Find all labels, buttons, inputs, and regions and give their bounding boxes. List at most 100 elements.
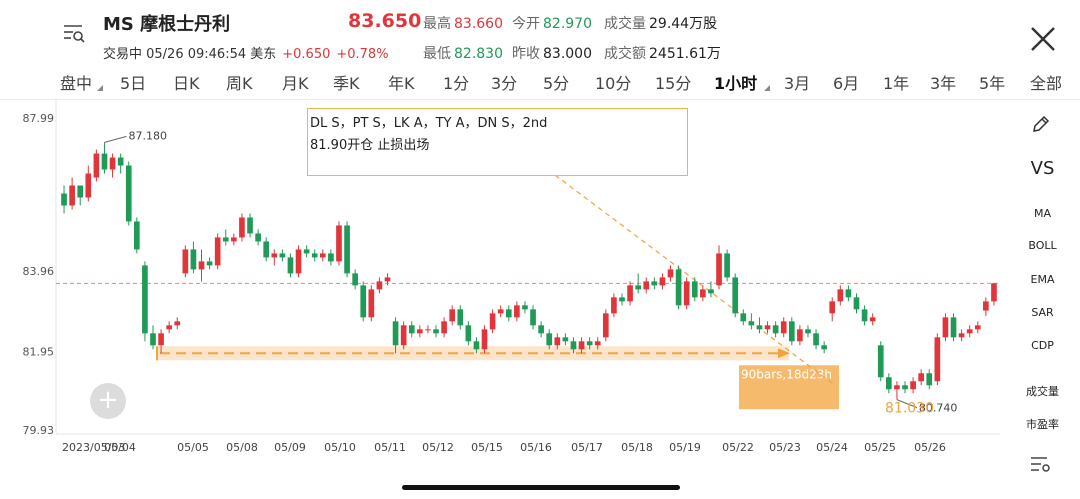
tab-5day[interactable]: 5日 [120,74,147,93]
candle-body [77,185,84,198]
candle-body [481,329,488,350]
x-tick-label: 05/12 [422,441,454,454]
open-label: 今开 [512,16,540,32]
high-label: 最高 [423,16,451,32]
tab-15min[interactable]: 15分 [655,74,692,93]
turnover-label: 成交额 [604,46,646,62]
close-icon[interactable] [1028,24,1058,54]
tab-all[interactable]: 全部 [1030,74,1063,93]
candle-body [570,341,577,350]
high-value: 83.660 [454,16,503,32]
tab-daily-k[interactable]: 日K [173,74,200,93]
prev-close-stat: 昨收 83.000 [512,43,592,63]
x-tick-label: 05/11 [374,441,406,454]
x-tick-label: 05/16 [520,441,552,454]
x-tick-label: 05/22 [722,441,754,454]
indicator-cdp[interactable]: CDP [1031,339,1054,352]
trade-annotation-box[interactable]: DL S，PT S，LK A，TY A，DN S，2nd 81.90开仓 止损出… [307,108,688,176]
candle-body [861,309,868,322]
candle-body [845,289,852,298]
tab-10min[interactable]: 10分 [595,74,632,93]
tab-3min[interactable]: 3分 [491,74,518,93]
candle-body [214,237,221,266]
volume-stat: 成交量 29.44万股 [604,13,717,33]
candle-body [101,153,108,170]
x-tick-label: 05/10 [324,441,356,454]
candle-body [360,285,367,318]
tab-quarterly-k[interactable]: 季K [333,74,360,93]
candlestick-chart[interactable]: 87.99 83.96 81.95 79.93 2023/05/03 05/04 05/05… [0,100,1005,472]
compare-vs-button[interactable]: VS [1030,158,1055,179]
y-tick-label: 79.93 [23,424,55,437]
tab-monthly-k[interactable]: 月K [282,74,309,93]
indicator-ema[interactable]: EMA [1030,273,1055,286]
candle-body [837,289,844,302]
candle-body [473,341,480,350]
low-marker-line [896,399,918,409]
indicator-sar[interactable]: SAR [1031,306,1054,319]
indicator-pe-ratio[interactable]: 市盈率 [1026,418,1059,431]
measure-duration-label: 90bars,18d23h [741,367,832,381]
add-drawing-button[interactable]: + [90,383,126,419]
candle-body [190,249,197,270]
candle-body [287,257,294,274]
tab-1hour[interactable]: 1小时 [714,74,758,93]
tab-1min[interactable]: 1分 [443,74,470,93]
candle-body [336,225,342,262]
candle-body [716,253,722,286]
tab-3month[interactable]: 3月 [784,74,811,93]
candle-body [764,325,771,330]
prev-close-value: 83.000 [543,46,592,62]
tab-3year[interactable]: 3年 [930,74,957,93]
candle-body [368,289,375,318]
candle-body [667,269,674,278]
open-stat: 今开 82.970 [512,13,592,33]
tab-yearly-k[interactable]: 年K [388,74,415,93]
candle-body [376,281,383,290]
indicator-boll[interactable]: BOLL [1028,239,1057,252]
candle-body [708,289,714,294]
candle-body [643,281,650,290]
candle-body [279,253,286,258]
candle-body [352,273,358,286]
low-price-label: 80.740 [919,402,958,415]
candle-body [700,289,706,298]
tab-intraday[interactable]: 盘中 [60,74,93,93]
high-marker-line [104,135,127,143]
candle-body [966,329,973,334]
volume-value: 29.44万股 [649,16,718,32]
candle-body [425,329,431,331]
candle-body [125,165,132,222]
candle-body [61,193,67,206]
settings-list-icon[interactable] [1029,454,1051,474]
tab-1year[interactable]: 1年 [883,74,910,93]
measure-arrow-head [778,348,790,359]
candle-body [788,321,795,342]
list-search-icon[interactable] [62,22,86,44]
candle-body [853,297,860,310]
indicator-ma[interactable]: MA [1033,207,1051,220]
candle-body [384,277,391,282]
candle-body [797,329,803,342]
candle-body [918,373,925,382]
candle-body [166,325,172,330]
candle-body [85,173,92,198]
tab-6month[interactable]: 6月 [833,74,860,93]
x-tick-label: 05/23 [769,441,801,454]
x-tick-label: 05/24 [816,441,848,454]
candle-body [627,285,633,302]
trade-status: 交易中 05/26 09:46:54 美东 [103,47,277,62]
x-tick-label: 05/25 [864,441,896,454]
x-tick-label: 05/04 [104,441,136,454]
tab-weekly-k[interactable]: 周K [226,74,253,93]
pencil-icon[interactable] [1031,114,1051,134]
stock-title: MS 摩根士丹利 [103,14,231,35]
candle-body [869,317,876,322]
tab-5min[interactable]: 5分 [543,74,570,93]
measure-end-box [739,365,839,410]
indicator-volume[interactable]: 成交量 [1026,385,1059,398]
candle-body [69,185,75,206]
price-change-pct: +0.78% [336,47,389,62]
tab-5year[interactable]: 5年 [979,74,1006,93]
